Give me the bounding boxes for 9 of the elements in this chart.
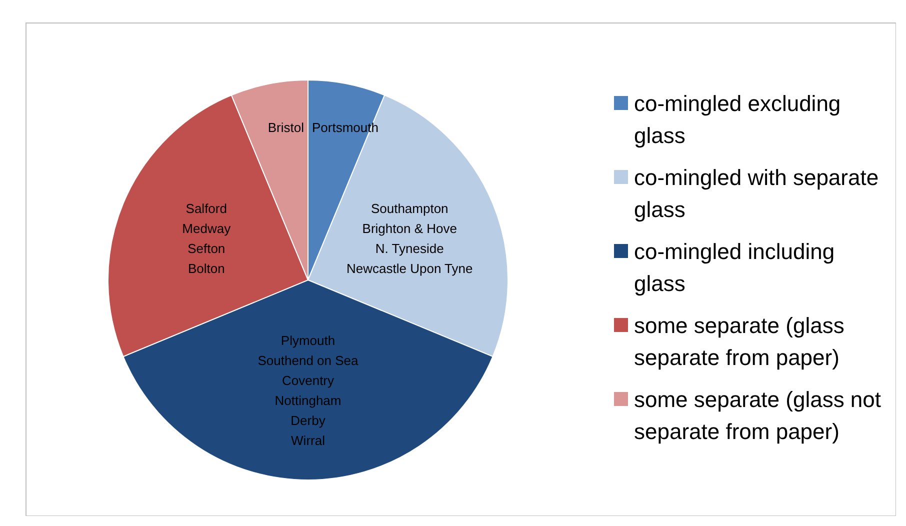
data-label: Plymouth Southend on Sea Coventry Nottingham Derby Wirral [258, 333, 360, 448]
data-label: Bristol [268, 120, 304, 135]
legend-label: co-mingled with separate glass [634, 165, 879, 222]
legend-label: co-mingled excluding glass [634, 91, 841, 148]
legend-label: some separate (glass separate from paper) [634, 313, 844, 370]
legend-label: some separate (glass not separate from paper) [634, 387, 882, 444]
data-label: Southampton Brighton & Hove N. Tyneside Newcastle Upon Tyne [346, 200, 473, 276]
data-label: Salford Medway Sefton Bolton [182, 200, 232, 276]
legend-label: co-mingled including glass [634, 239, 835, 296]
